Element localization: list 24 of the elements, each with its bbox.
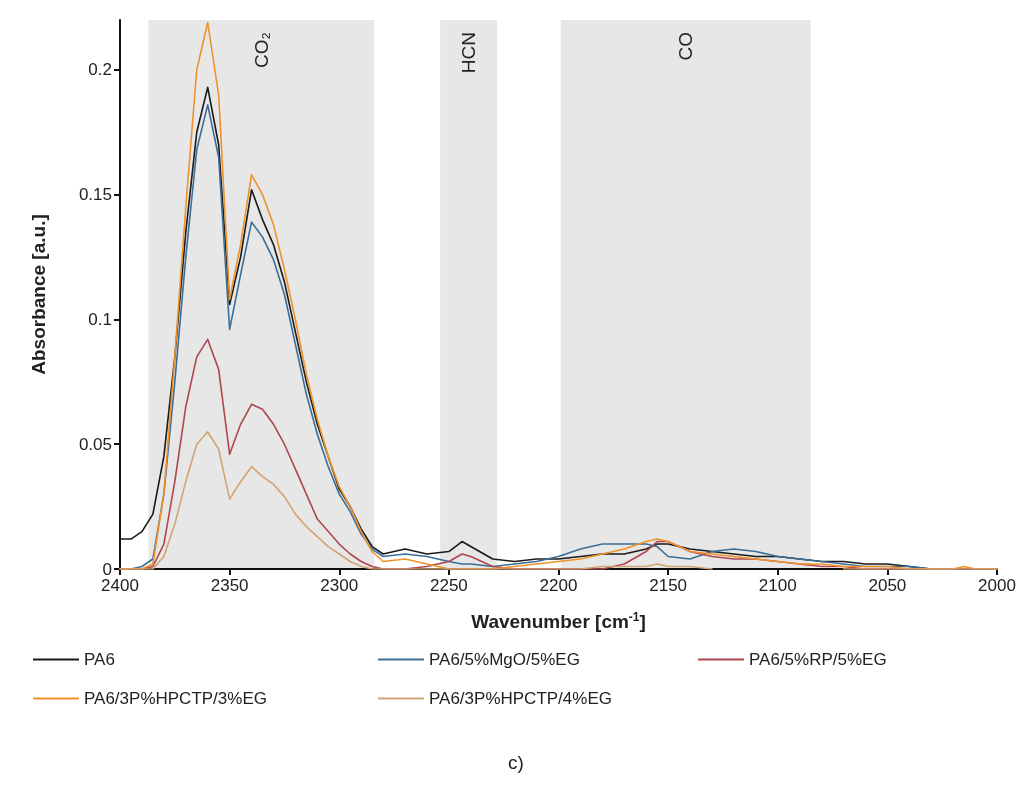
text: c) — [508, 752, 524, 773]
y-tick-label: 0.2 — [88, 60, 112, 80]
legend-label: PA6/5%MgO/5%EG — [429, 650, 580, 669]
x-tick-label: 2250 — [429, 576, 468, 595]
legend-label: PA6/3P%HPCTP/4%EG — [429, 689, 612, 708]
band-label: HCN — [458, 32, 480, 74]
y-tick-label: 0 — [102, 559, 112, 579]
y-tick-label: 0.05 — [78, 434, 112, 454]
x-tick-label: 2000 — [978, 576, 1016, 595]
band-label: CO — [675, 32, 697, 61]
legend-label: PA6 — [84, 650, 115, 669]
band-label: CO₂ — [250, 32, 272, 68]
x-tick-label: 2400 — [101, 576, 139, 595]
x-tick-label: 2350 — [210, 576, 249, 595]
y-axis-title: Absorbance [a.u.] — [28, 214, 49, 375]
legend-label: PA6/3P%HPCTP/3%EG — [84, 689, 267, 708]
legend-label: PA6/5%RP/5%EG — [749, 650, 887, 669]
x-tick-label: 2200 — [539, 576, 578, 595]
y-tick-label: 0.15 — [78, 185, 112, 205]
x-tick-label: 2300 — [320, 576, 359, 595]
x-tick-label: 2150 — [649, 576, 688, 595]
y-tick-label: 0.1 — [88, 309, 112, 329]
x-tick-label: 2050 — [868, 576, 907, 595]
x-tick-label: 2100 — [758, 576, 797, 595]
